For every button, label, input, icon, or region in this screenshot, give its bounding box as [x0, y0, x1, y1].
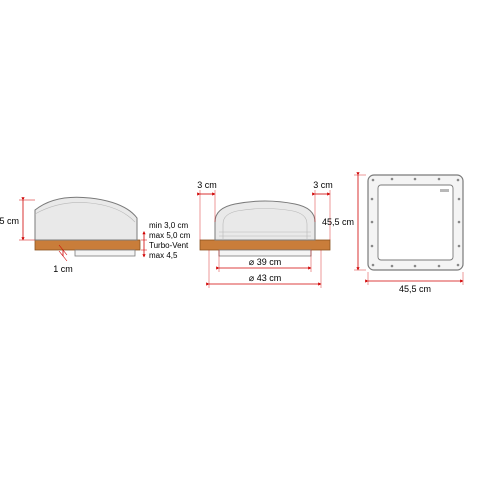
label-below-roof: 1 cm [53, 264, 73, 274]
label-turbo-max: max 4,5 [149, 251, 178, 260]
front-view: 3 cm 3 cm ⌀ 39 cm ⌀ 43 cm [197, 180, 333, 288]
top-inner-opening [378, 185, 453, 260]
dome-front [215, 201, 315, 240]
roof-board-front [200, 240, 330, 250]
label-roof-min: min 3,0 cm [149, 221, 188, 230]
side-view: 8,5 cm 1 cm min 3,0 cm max 5,0 cm Turbo-… [0, 197, 191, 274]
label-roof-max: max 5,0 cm [149, 231, 191, 240]
label-top-height: 45,5 cm [322, 217, 354, 227]
label-edge-right: 3 cm [313, 180, 333, 190]
label-height-above: 8,5 cm [0, 216, 19, 226]
inner-frame-below [75, 250, 135, 256]
label-outer-width: ⌀ 43 cm [249, 273, 281, 283]
label-top-width: 45,5 cm [399, 284, 431, 294]
label-turbo: Turbo-Vent [149, 241, 189, 250]
technical-diagram: 8,5 cm 1 cm min 3,0 cm max 5,0 cm Turbo-… [0, 0, 500, 500]
label-edge-left: 3 cm [197, 180, 217, 190]
top-view: 45,5 cm 45,5 cm [322, 175, 463, 294]
frame-below-front [219, 250, 311, 256]
dome-side-profile [35, 197, 137, 240]
label-inner-width: ⌀ 39 cm [249, 257, 281, 267]
roof-board [35, 240, 140, 250]
brand-mark [440, 189, 449, 192]
